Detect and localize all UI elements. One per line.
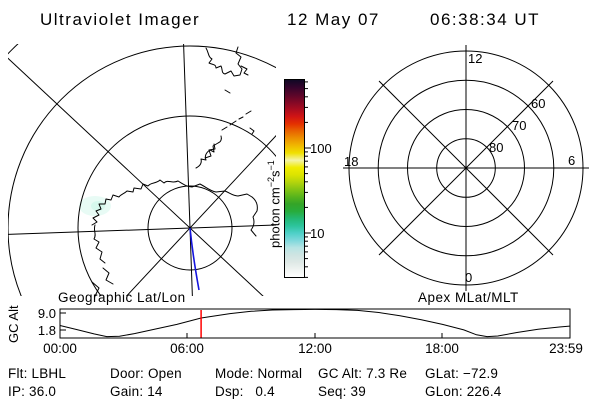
- timeline-plot: [59, 308, 571, 339]
- geographic-map: [8, 44, 276, 296]
- apex-panel-title: Apex MLat/MLT: [418, 290, 519, 305]
- colorbar-tick-100: 100: [310, 141, 332, 156]
- ytick-9: 9.0: [37, 306, 56, 321]
- map-longitude-spokes: [8, 44, 276, 296]
- colorbar-tick-10: 10: [310, 226, 325, 241]
- status-mode: Mode: Normal: [215, 366, 303, 381]
- date-display: 12 May 07: [287, 10, 380, 29]
- status-flt: Flt: LBHL: [8, 366, 67, 381]
- timeline-ylabel: GC Alt: [6, 305, 21, 343]
- status-glon: GLon: 226.4: [425, 384, 502, 399]
- mlat-label-70: 70: [512, 118, 527, 133]
- status-glat: GLat: −72.9: [425, 366, 499, 381]
- status-dsp: Dsp: 0.4: [215, 384, 275, 399]
- status-door: Door: Open: [110, 366, 182, 381]
- map-panel-title: Geographic Lat/Lon: [58, 290, 186, 305]
- mlt-label-6: 6: [568, 153, 576, 168]
- aurora-emission-core: [91, 201, 105, 211]
- status-gain: Gain: 14: [110, 384, 163, 399]
- status-seq: Seq: 39: [318, 384, 366, 399]
- coastline: [91, 46, 258, 296]
- xtick-1800: 18:00: [425, 341, 459, 356]
- xtick-1200: 12:00: [298, 341, 332, 356]
- mlt-label-12: 12: [468, 51, 483, 66]
- colorbar-ticks: [305, 81, 311, 278]
- spacecraft-track-line: [189, 227, 200, 291]
- mlt-label-18: 18: [344, 154, 359, 169]
- map-latitude-circles: [8, 44, 276, 296]
- xtick-0000: 00:00: [43, 341, 77, 356]
- xtick-0600: 06:00: [170, 341, 204, 356]
- mlt-label-0: 0: [465, 270, 473, 285]
- status-ip: IP: 36.0: [8, 384, 57, 399]
- xtick-2359: 23:59: [549, 341, 583, 356]
- ytick-1-8: 1.8: [37, 323, 56, 338]
- colorbar-unit-label: photon cm−2s−1: [266, 160, 283, 248]
- mlat-label-80: 80: [489, 140, 504, 155]
- status-gcalt: GC Alt: 7.3 Re: [318, 366, 408, 381]
- mlat-label-60: 60: [531, 96, 546, 111]
- colorbar-gradient: [284, 79, 305, 278]
- time-display: 06:38:34 UT: [430, 10, 541, 29]
- apex-polar-grid: [343, 45, 589, 291]
- app-title: Ultraviolet Imager: [40, 10, 201, 29]
- aurora-emission-blob: [79, 196, 111, 216]
- gc-altitude-curve: [59, 308, 570, 338]
